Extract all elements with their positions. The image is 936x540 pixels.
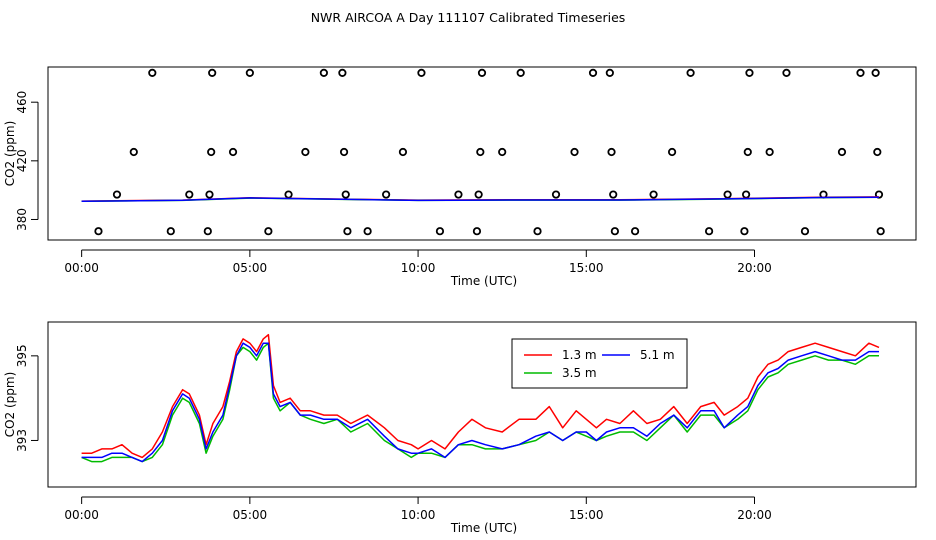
x-tick-label: 05:00 [233,261,268,275]
reference-point [742,190,751,199]
reference-point [112,190,122,199]
legend-label: 1.3 m [562,348,597,362]
reference-point [649,190,658,199]
y-axis-title: CO2 (ppm) [3,372,17,438]
x-tick-label: 15:00 [569,261,604,275]
reference-point [800,227,810,236]
reference-point [476,147,485,157]
reference-point [185,190,194,199]
legend-box [511,338,688,389]
plot-frame [47,321,917,488]
reference-point [876,227,885,236]
reference-point [477,68,487,77]
y-tick-label: 395 [15,344,29,367]
reference-point [610,227,619,236]
reference-point [166,227,175,236]
series-line-1-3-m [81,333,880,459]
series-line-5-1-m [81,196,880,203]
reference-point [873,147,882,157]
reference-point [205,190,214,199]
y-axis-title: CO2 (ppm) [3,121,17,187]
x-tick-label: 10:00 [401,508,436,522]
x-tick-label: 15:00 [569,508,604,522]
reference-point [341,190,350,199]
reference-point [245,68,254,77]
reference-point [516,68,525,77]
y-tick-label: 380 [15,208,29,231]
reference-point [398,147,408,157]
reference-point [498,147,507,157]
reference-point [264,227,273,236]
series-line-3-5-m [81,342,879,463]
panel-reference-scatter: 00:00 05:00 10:00 15:00 20:00 Time (UTC) 380 42… [3,66,917,288]
reference-point [630,227,640,236]
reference-point [856,68,865,77]
reference-point [609,190,618,199]
reference-point [203,227,212,236]
panel-co2-timeseries: 00:00 05:00 10:00 15:00 20:00 Time (UTC) 393 39… [3,321,917,535]
reference-point [228,147,238,157]
y-tick-label: 393 [15,429,29,452]
reference-point [301,147,310,157]
y-tick-label: 420 [15,149,29,172]
reference-point [605,68,614,77]
x-axis-title: Time (UTC) [450,521,517,535]
reference-point [551,190,561,199]
y-tick-label: 460 [15,91,29,114]
reference-point [339,147,349,157]
legend-label: 5.1 m [640,348,675,362]
reference-point [363,227,372,236]
reference-point [284,190,293,199]
reference-point [533,227,542,236]
reference-point [686,68,695,77]
reference-point [745,68,754,77]
reference-point [382,190,391,199]
x-tick-label: 05:00 [233,508,268,522]
x-tick-label: 00:00 [64,508,99,522]
reference-point [148,68,157,77]
reference-point [871,68,880,77]
reference-point [129,147,138,157]
reference-point [472,227,482,236]
reference-point [588,68,598,77]
reference-point [782,68,791,77]
reference-point [343,227,352,236]
reference-point [667,147,677,157]
reference-point [765,147,774,157]
reference-point [570,147,579,157]
x-tick-label: 10:00 [401,261,436,275]
page-title: NWR AIRCOA A Day 111107 Calibrated Times… [311,10,626,25]
x-tick-label: 20:00 [737,508,772,522]
reference-point [338,68,347,77]
reference-point [607,147,616,157]
reference-point [417,68,426,77]
reference-point [454,190,463,199]
reference-point [435,227,445,236]
reference-point [474,190,483,199]
reference-point [704,227,714,236]
plot-frame [47,66,917,241]
x-tick-label: 00:00 [64,261,99,275]
x-axis-title: Time (UTC) [450,274,517,288]
reference-point [208,68,217,77]
reference-point [837,147,847,157]
series-line-5-1-m [81,342,879,463]
reference-point [319,68,328,77]
legend-label: 3.5 m [562,366,597,380]
reference-point [743,147,752,157]
reference-point [207,147,216,157]
reference-point [723,190,732,199]
reference-point [740,227,749,236]
reference-point [94,227,103,236]
x-tick-label: 20:00 [737,261,772,275]
